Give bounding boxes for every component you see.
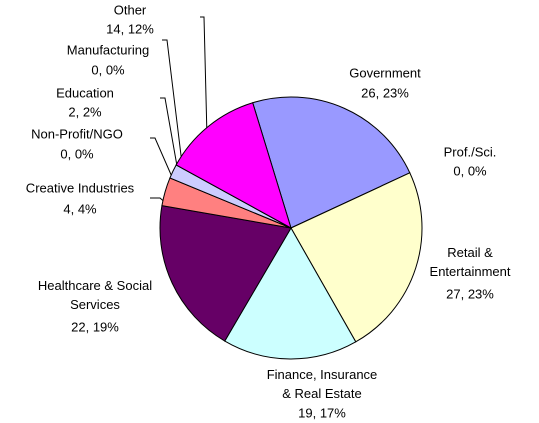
- slice-value-label: 2, 2%: [68, 104, 102, 120]
- slice-value-label: 26, 23%: [361, 85, 409, 101]
- leader-line: [200, 16, 208, 138]
- slice-label: Prof./Sci.: [443, 144, 497, 160]
- slice-label: Education: [56, 85, 114, 101]
- slice-value-label: 0, 0%: [453, 163, 487, 179]
- slice-label: Manufacturing: [66, 42, 150, 58]
- leader-line: [150, 137, 177, 187]
- slice-label: Retail & Entertainment: [429, 245, 511, 279]
- slice-label: Other: [113, 2, 147, 18]
- slice-value-label: 14, 12%: [106, 21, 154, 37]
- slice-value-label: 4, 4%: [63, 201, 97, 217]
- slice-value-label: 22, 19%: [71, 319, 119, 335]
- pie-slice: [175, 102, 292, 230]
- slice-label: Government: [349, 65, 421, 81]
- leader-lines: [150, 16, 208, 206]
- pie-slice: [159, 205, 292, 342]
- slice-label: Healthcare & Social Services: [37, 278, 153, 312]
- slice-label: Non-Profit/NGO: [31, 126, 123, 142]
- slice-label: Creative Industries: [25, 180, 135, 196]
- pie-slice: [252, 96, 411, 229]
- leader-line: [160, 97, 181, 184]
- pie-slice: [290, 172, 423, 343]
- slice-label: Finance, Insurance & Real Estate: [266, 367, 378, 401]
- pie-slice: [224, 227, 357, 360]
- slice-value-label: 19, 17%: [298, 405, 346, 421]
- leader-line: [162, 39, 185, 181]
- slice-value-label: 27, 23%: [446, 286, 494, 302]
- slice-value-label: 0, 0%: [91, 62, 125, 78]
- slice-value-label: 0, 0%: [60, 146, 94, 162]
